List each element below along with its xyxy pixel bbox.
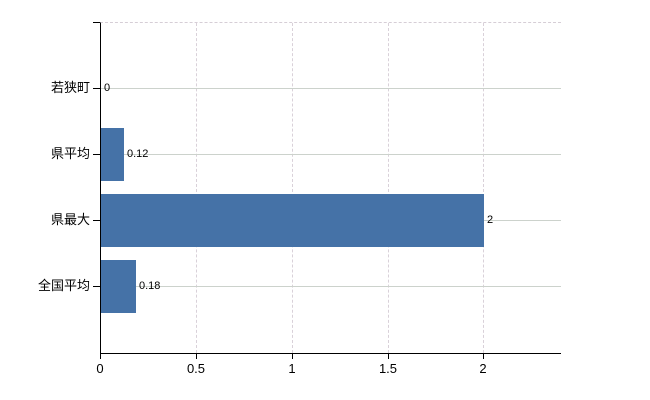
y-axis-category-label: 県最大 xyxy=(50,212,90,227)
bar-data-label: 2 xyxy=(487,214,494,226)
x-axis-tick-label: 1.5 xyxy=(378,361,398,376)
y-axis-category-label: 全国平均 xyxy=(37,278,90,293)
bar[interactable] xyxy=(101,128,124,181)
gridline-vertical xyxy=(483,23,484,353)
x-axis-tick xyxy=(196,353,197,359)
bar[interactable] xyxy=(101,194,484,247)
bar-data-label: 0.18 xyxy=(139,280,161,292)
x-axis-tick-label: 0.5 xyxy=(186,361,206,376)
y-axis-tick xyxy=(93,154,100,155)
bar[interactable] xyxy=(101,260,136,313)
y-axis-tick xyxy=(93,220,100,221)
gridline-vertical xyxy=(196,23,197,353)
gridline-horizontal xyxy=(101,286,561,287)
bar-data-label: 0 xyxy=(104,82,111,94)
y-axis-tick xyxy=(93,88,100,89)
y-axis-category-label: 若狭町 xyxy=(50,80,90,95)
x-axis-tick-label: 2 xyxy=(479,361,487,376)
x-axis-tick-label: 0 xyxy=(96,361,104,376)
gridline-horizontal xyxy=(101,154,561,155)
x-axis-tick xyxy=(483,353,484,359)
gridline-vertical xyxy=(292,23,293,353)
x-axis-tick-label: 1 xyxy=(288,361,296,376)
plot-area xyxy=(100,22,561,354)
x-axis-tick xyxy=(292,353,293,359)
y-axis-end-tick xyxy=(93,22,100,23)
x-axis-tick xyxy=(388,353,389,359)
x-axis-tick xyxy=(100,353,101,359)
y-axis-tick xyxy=(93,286,100,287)
y-axis-category-label: 県平均 xyxy=(50,146,90,161)
gridline-horizontal xyxy=(101,88,561,89)
gridline-vertical xyxy=(388,23,389,353)
bar-data-label: 0.12 xyxy=(127,148,149,160)
